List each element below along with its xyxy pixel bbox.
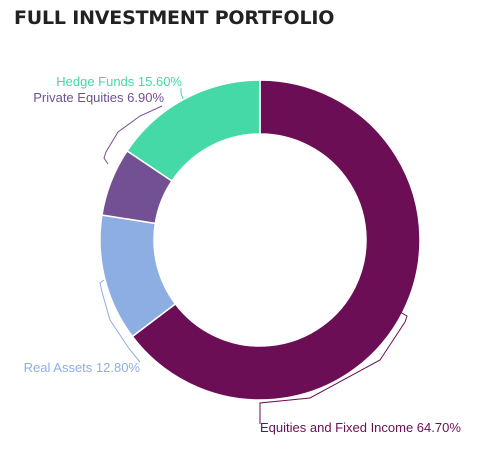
label-real-assets: Real Assets 12.80% (24, 360, 141, 375)
slices-layer (99, 79, 421, 401)
labels-layer: Equities and Fixed Income 64.70% Real Ass… (24, 74, 462, 435)
label-private-equities: Private Equities 6.90% (33, 90, 164, 105)
slice-hedge-funds (126, 79, 261, 183)
slice-equities-and-fixed-income (131, 79, 421, 401)
label-equities-and-fixed-income: Equities and Fixed Income 64.70% (260, 420, 461, 435)
leader-line-hedge-funds (180, 88, 184, 100)
label-hedge-funds: Hedge Funds 15.60% (56, 74, 182, 89)
leader-lines-layer (99, 88, 408, 424)
leader-line-equities-and-fixed-income (259, 311, 408, 424)
leader-line-real-assets (99, 279, 141, 363)
leader-line-private-equities (103, 105, 163, 165)
page-title: FULL INVESTMENT PORTFOLIO (14, 7, 335, 29)
